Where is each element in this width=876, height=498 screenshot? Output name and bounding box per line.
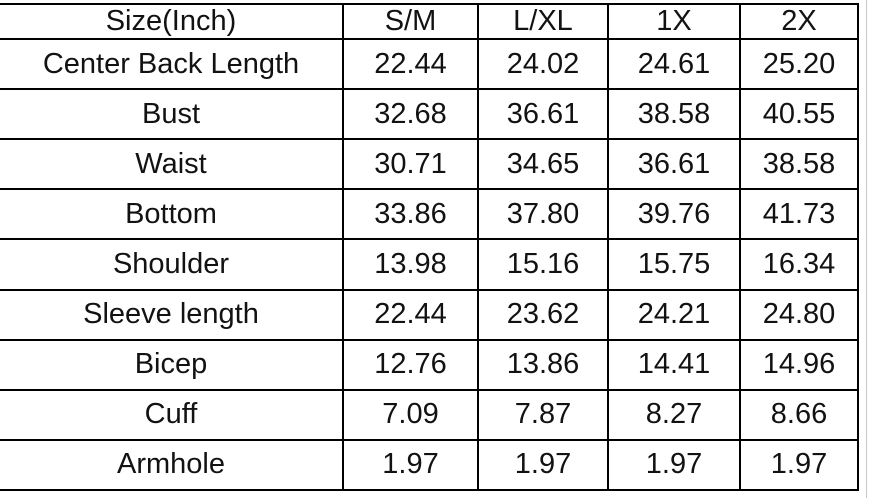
row-label-cell: Waist (0, 138, 344, 191)
value-cell: 36.61 (477, 88, 609, 141)
table-row-armhole: Armhole 1.97 1.97 1.97 1.97 (0, 438, 859, 492)
spreadsheet-gridline (866, 0, 867, 498)
row-label-cell: Bottom (0, 188, 344, 241)
row-label-cell: Armhole (0, 438, 344, 492)
value-cell: 8.66 (739, 388, 859, 441)
table-row-sleeve-length: Sleeve length 22.44 23.62 24.21 24.80 (0, 288, 859, 341)
table-row-waist: Waist 30.71 34.65 36.61 38.58 (0, 138, 859, 191)
value-cell: 23.62 (477, 288, 609, 341)
table-header-row: Size(Inch) S/M L/XL 1X 2X (0, 3, 859, 40)
row-label-cell: Sleeve length (0, 288, 344, 341)
value-cell: 38.58 (607, 88, 741, 141)
table-row-bust: Bust 32.68 36.61 38.58 40.55 (0, 88, 859, 141)
value-cell: 37.80 (477, 188, 609, 241)
row-label-cell: Cuff (0, 388, 344, 441)
value-cell: 40.55 (739, 88, 859, 141)
value-cell: 24.21 (607, 288, 741, 341)
header-cell-lxl: L/XL (477, 3, 609, 40)
value-cell: 38.58 (739, 138, 859, 191)
table-row-bicep: Bicep 12.76 13.86 14.41 14.96 (0, 338, 859, 391)
value-cell: 16.34 (739, 238, 859, 291)
row-label-cell: Center Back Length (0, 37, 344, 91)
value-cell: 12.76 (342, 338, 479, 391)
table-row-bottom: Bottom 33.86 37.80 39.76 41.73 (0, 188, 859, 241)
row-label-cell: Bust (0, 88, 344, 141)
header-cell-size-inch: Size(Inch) (0, 3, 344, 40)
value-cell: 25.20 (739, 37, 859, 91)
value-cell: 1.97 (477, 438, 609, 492)
header-cell-sm: S/M (342, 3, 479, 40)
table-row-shoulder: Shoulder 13.98 15.16 15.75 16.34 (0, 238, 859, 291)
value-cell: 13.86 (477, 338, 609, 391)
value-cell: 7.09 (342, 388, 479, 441)
value-cell: 39.76 (607, 188, 741, 241)
value-cell: 24.61 (607, 37, 741, 91)
value-cell: 24.02 (477, 37, 609, 91)
header-cell-2x: 2X (739, 3, 859, 40)
table-row-cuff: Cuff 7.09 7.87 8.27 8.66 (0, 388, 859, 441)
table-row-center-back-length: Center Back Length 22.44 24.02 24.61 25.… (0, 37, 859, 91)
value-cell: 22.44 (342, 288, 479, 341)
value-cell: 22.44 (342, 37, 479, 91)
value-cell: 1.97 (739, 438, 859, 492)
value-cell: 30.71 (342, 138, 479, 191)
value-cell: 33.86 (342, 188, 479, 241)
value-cell: 15.16 (477, 238, 609, 291)
value-cell: 41.73 (739, 188, 859, 241)
value-cell: 14.96 (739, 338, 859, 391)
value-cell: 32.68 (342, 88, 479, 141)
row-label-cell: Shoulder (0, 238, 344, 291)
row-label-cell: Bicep (0, 338, 344, 391)
value-cell: 13.98 (342, 238, 479, 291)
value-cell: 34.65 (477, 138, 609, 191)
value-cell: 1.97 (342, 438, 479, 492)
value-cell: 14.41 (607, 338, 741, 391)
value-cell: 1.97 (607, 438, 741, 492)
header-cell-1x: 1X (607, 3, 741, 40)
value-cell: 15.75 (607, 238, 741, 291)
value-cell: 24.80 (739, 288, 859, 341)
value-cell: 8.27 (607, 388, 741, 441)
size-chart-table: Size(Inch) S/M L/XL 1X 2X Center Back Le… (0, 3, 859, 492)
value-cell: 7.87 (477, 388, 609, 441)
value-cell: 36.61 (607, 138, 741, 191)
